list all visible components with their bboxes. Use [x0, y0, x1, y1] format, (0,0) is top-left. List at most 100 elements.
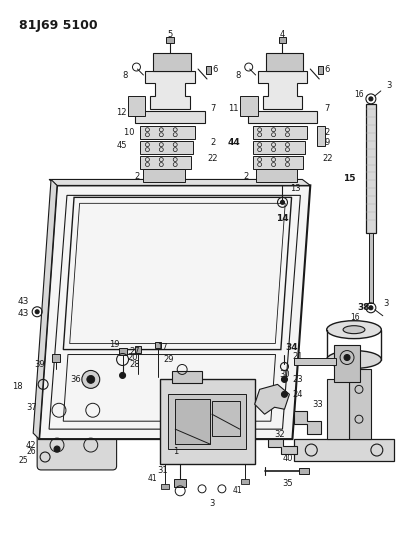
Polygon shape	[317, 126, 325, 146]
Text: 25: 25	[19, 456, 28, 465]
Bar	[248, 111, 317, 123]
Text: 20: 20	[127, 353, 138, 362]
Bar	[266, 53, 303, 71]
Bar	[160, 379, 255, 464]
Text: 19: 19	[109, 340, 120, 349]
Text: 16: 16	[350, 313, 360, 322]
Text: 2: 2	[243, 172, 248, 181]
Bar	[318, 66, 323, 74]
Text: 9: 9	[325, 138, 330, 147]
Bar	[253, 126, 307, 139]
Bar	[369, 233, 373, 303]
Text: 16: 16	[354, 91, 364, 99]
Ellipse shape	[327, 321, 381, 338]
Text: 40: 40	[282, 455, 293, 464]
Text: 36: 36	[71, 375, 81, 384]
Bar	[143, 168, 185, 182]
Text: 7: 7	[210, 104, 216, 114]
Bar	[334, 345, 360, 382]
Bar	[168, 394, 246, 449]
Polygon shape	[128, 96, 145, 116]
Text: 3: 3	[383, 300, 389, 308]
Text: 41: 41	[147, 474, 157, 483]
Text: 17: 17	[157, 343, 168, 352]
Text: 34: 34	[285, 343, 298, 352]
Text: 7: 7	[325, 104, 330, 114]
Circle shape	[344, 354, 350, 360]
Text: 1: 1	[173, 447, 178, 456]
Polygon shape	[294, 411, 321, 434]
Circle shape	[280, 200, 285, 204]
Text: 45: 45	[116, 141, 127, 150]
Bar	[241, 479, 249, 484]
Text: 29: 29	[163, 355, 173, 364]
Bar	[135, 345, 141, 352]
Text: 21: 21	[292, 352, 303, 361]
Text: 37: 37	[26, 403, 37, 412]
Bar	[161, 484, 169, 489]
Text: 3: 3	[386, 82, 392, 91]
Text: 38: 38	[358, 303, 370, 312]
Circle shape	[35, 310, 39, 314]
Bar	[155, 342, 161, 348]
Text: 24: 24	[292, 390, 303, 399]
Polygon shape	[49, 180, 310, 185]
Polygon shape	[258, 71, 307, 109]
Circle shape	[87, 375, 95, 383]
Polygon shape	[255, 384, 290, 414]
Bar	[172, 372, 202, 383]
Text: 32: 32	[274, 430, 285, 439]
Text: 6: 6	[212, 64, 218, 74]
Ellipse shape	[327, 351, 381, 368]
Text: 12: 12	[116, 108, 127, 117]
Text: 8: 8	[123, 70, 128, 79]
Text: 10: 10	[124, 128, 138, 137]
Text: 28: 28	[129, 360, 140, 369]
Bar	[366, 104, 376, 233]
Text: 2: 2	[325, 128, 330, 137]
Bar	[294, 439, 394, 461]
Text: 2: 2	[135, 172, 140, 181]
Bar	[140, 141, 193, 154]
Polygon shape	[39, 185, 310, 439]
Polygon shape	[240, 96, 258, 116]
Bar	[135, 111, 205, 123]
Text: 8: 8	[235, 70, 240, 79]
Text: 11: 11	[228, 104, 239, 114]
Bar	[256, 168, 297, 182]
Bar	[175, 399, 210, 444]
Text: 81J69 5100: 81J69 5100	[19, 19, 98, 33]
Text: 22: 22	[322, 154, 332, 163]
Bar	[140, 156, 191, 168]
Bar	[253, 141, 305, 154]
FancyBboxPatch shape	[37, 420, 116, 470]
Bar	[349, 369, 371, 439]
Polygon shape	[145, 71, 195, 109]
Bar	[153, 53, 191, 71]
Bar	[253, 156, 303, 168]
Text: 6: 6	[325, 64, 330, 74]
Circle shape	[120, 373, 126, 378]
Bar	[140, 126, 195, 139]
Text: 44: 44	[228, 138, 240, 147]
Bar	[294, 358, 336, 366]
Circle shape	[369, 306, 373, 310]
Ellipse shape	[343, 326, 365, 334]
Text: 14: 14	[276, 214, 289, 223]
Bar	[212, 401, 240, 436]
Text: 22: 22	[208, 154, 218, 163]
Text: 43: 43	[18, 297, 29, 306]
Bar	[119, 348, 126, 354]
Text: 42: 42	[26, 441, 36, 449]
Circle shape	[369, 97, 373, 101]
Text: 26: 26	[26, 447, 36, 456]
Bar	[174, 479, 186, 487]
Text: 23: 23	[292, 375, 303, 384]
Text: 30: 30	[279, 370, 290, 379]
Circle shape	[282, 391, 287, 397]
Bar	[299, 468, 309, 474]
Polygon shape	[33, 180, 57, 439]
Text: 39: 39	[34, 360, 45, 369]
Bar	[278, 37, 287, 43]
Circle shape	[82, 370, 100, 389]
